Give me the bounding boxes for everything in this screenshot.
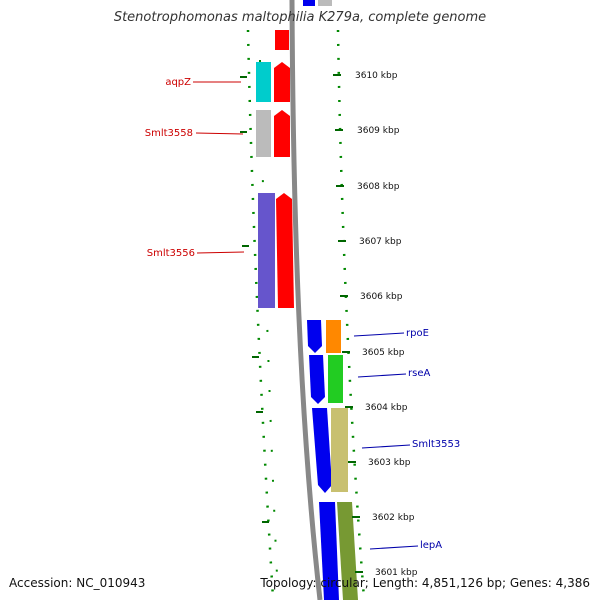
gene-label-rsea: rseA [408,368,430,379]
gene-label-smlt3553: Smlt3553 [412,439,460,450]
gene-top-blue-partial [303,0,315,6]
gene-blue-arrow-2 [309,355,325,404]
tick-label: 3610 kbp [355,71,398,81]
tick-labels: 3610 kbp 3609 kbp 3608 kbp 3607 kbp 3606… [355,71,418,578]
gene-aqpz [256,62,271,102]
tick-label: 3602 kbp [372,513,415,523]
gene-top-gray-partial [318,0,332,6]
gene-label-smlt3556: Smlt3556 [147,248,195,259]
gene-label-smlt3558: Smlt3558 [145,128,193,139]
gene-red-arrow-3 [276,193,294,308]
tick-label: 3606 kbp [360,292,403,302]
gene-label-aqpz: aqpZ [165,77,191,88]
gene-smlt3558 [256,110,271,157]
gene-smlt3556 [258,193,275,308]
accession-text: Accession: NC_010943 [9,576,146,590]
gene-smlt3553 [331,408,348,492]
gene-label-rpoe: rpoE [406,328,429,339]
gene-top-red-partial [275,30,289,50]
genome-summary-text: Topology: circular; Length: 4,851,126 bp… [260,576,590,590]
gene-red-arrow-1 [274,62,290,102]
map-title: Stenotrophomonas maltophilia K279a, comp… [113,10,487,25]
gene-rpoe [326,320,341,353]
left-ticks [240,76,269,523]
gene-rsea [328,355,343,403]
tick-label: 3604 kbp [365,403,408,413]
gene-label-lepa: lepA [420,540,442,551]
gene-blue-arrow-1 [307,320,322,353]
tick-label: 3608 kbp [357,182,400,192]
tick-label: 3601 kbp [375,568,418,578]
genome-backbone [289,0,323,600]
tick-label: 3605 kbp [362,348,405,358]
gene-red-arrow-2 [274,110,290,157]
tick-label: 3607 kbp [359,237,402,247]
kbp-ticks [333,74,363,573]
tick-label: 3603 kbp [368,458,411,468]
gene-blue-arrow-4 [319,502,339,600]
gene-blue-arrow-3 [312,408,332,493]
right-gene-labels: rpoE rseA Smlt3553 lepA [353,328,460,551]
left-gene-labels: aqpZ Smlt3558 Smlt3556 [145,77,245,259]
gene-leppa [337,502,358,600]
tick-label: 3609 kbp [357,126,400,136]
